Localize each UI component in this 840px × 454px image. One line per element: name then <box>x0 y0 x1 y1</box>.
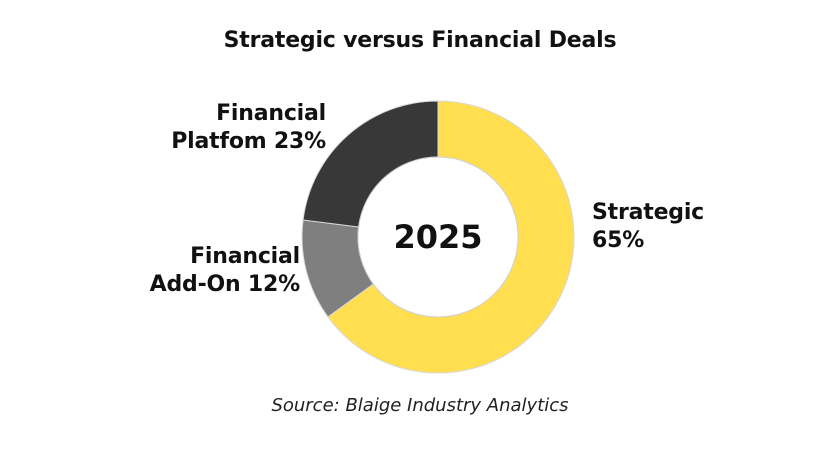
slice-label-financial-platform: Financial Platfom 23% <box>150 100 326 156</box>
slice-label-strategic-line-2: 65% <box>592 228 645 253</box>
slice-label-financial-add-on-line-2: Add-On 12% <box>149 272 301 297</box>
chart-title: Strategic versus Financial Deals <box>223 28 617 53</box>
source-note: Source: Blaige Industry Analytics <box>271 395 569 416</box>
slice-label-financial-add-on-line-1: Financial <box>190 244 300 269</box>
slice-label-financial-platform-line-1: Financial <box>216 101 326 126</box>
slice-label-financial-platform-line-2: Platfom 23% <box>171 129 326 154</box>
slice-label-strategic-line-1: Strategic <box>592 200 705 225</box>
donut-hole <box>357 156 519 318</box>
center-year-label: 2025 <box>393 218 483 256</box>
slice-label-financial-add-on: Financial Add-On 12% <box>130 243 301 299</box>
slice-label-strategic: Strategic 65% <box>592 199 704 255</box>
